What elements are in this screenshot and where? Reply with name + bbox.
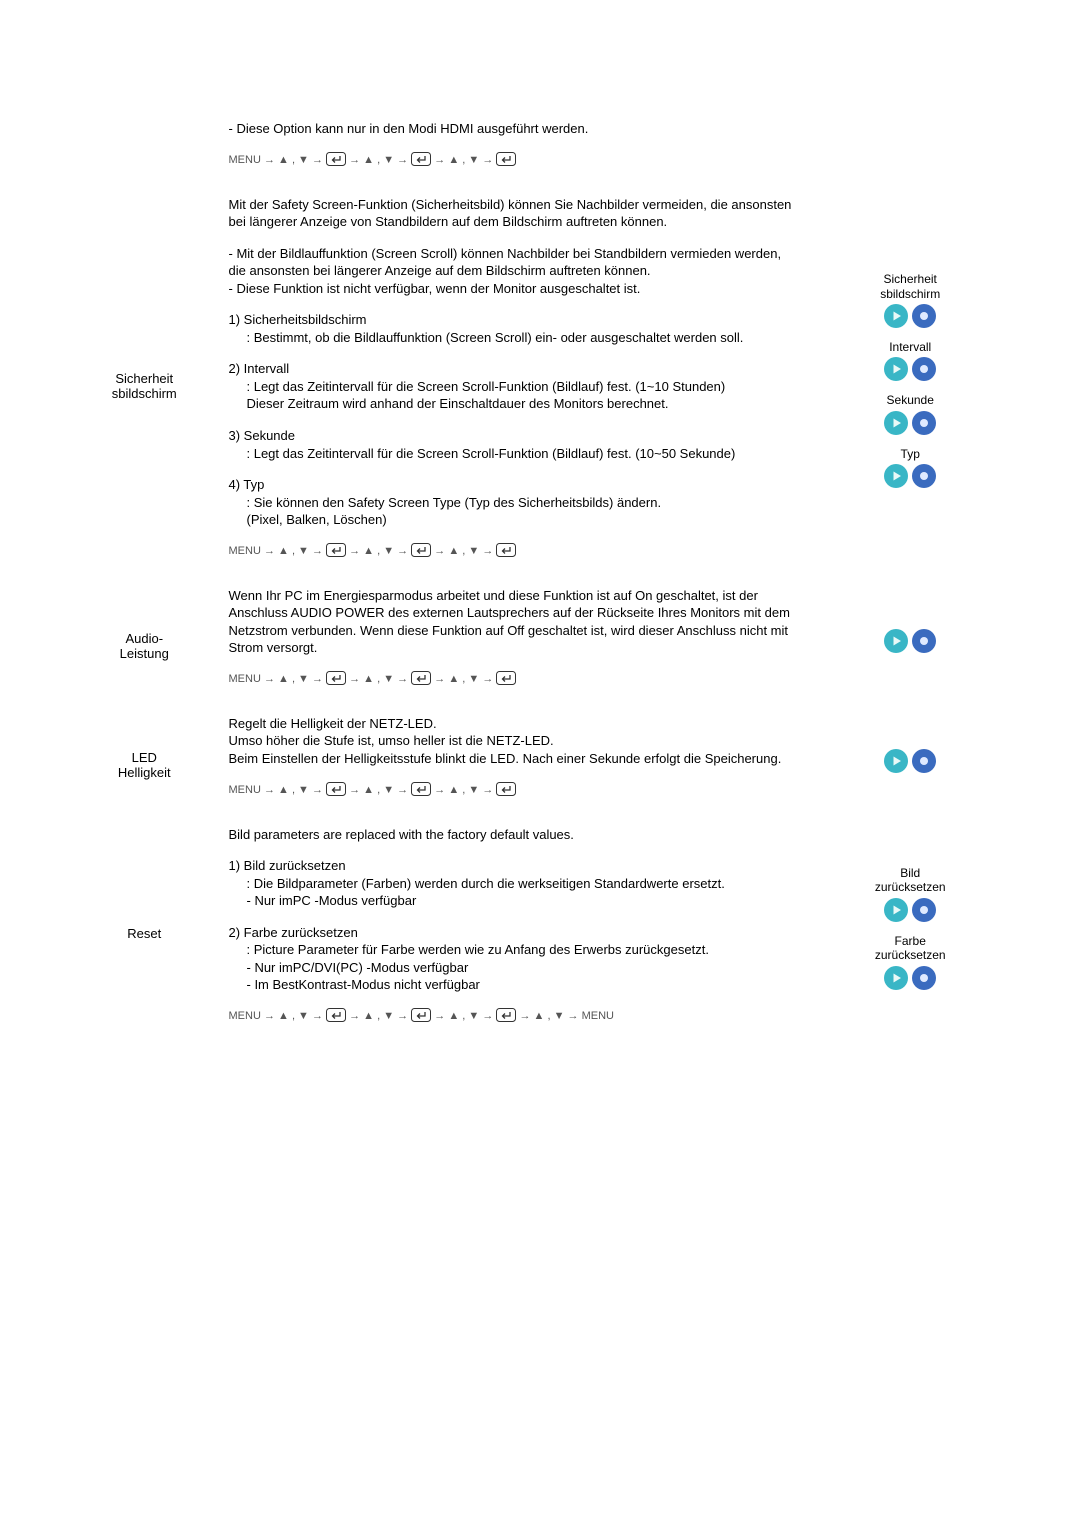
enter-icon	[326, 152, 346, 166]
adjust-icon	[911, 965, 937, 991]
item-body: : Die Bildparameter (Farben) werden durc…	[247, 875, 801, 910]
play-icon	[883, 897, 909, 923]
enter-icon	[326, 1008, 346, 1022]
section-label: LEDHelligkeit	[60, 715, 229, 816]
side-label: Bildzurücksetzen	[800, 866, 1020, 895]
paragraph: Mit der Safety Screen-Funktion (Sicherhe…	[229, 196, 801, 231]
side-label: Sicherheitsbildschirm	[800, 272, 1020, 301]
menu-nav-sequence: MENU → ▲ , ▼ → → ▲ , ▼ → → ▲ , ▼ →	[229, 782, 801, 798]
enter-icon	[496, 152, 516, 166]
section-label: Sicherheitsbildschirm	[60, 196, 229, 577]
adjust-icon	[911, 628, 937, 654]
icon-pair	[800, 356, 1020, 385]
item-title: 1) Sicherheitsbildschirm	[229, 311, 801, 329]
icon-pair	[800, 303, 1020, 332]
item-title: 4) Typ	[229, 476, 801, 494]
enter-icon	[411, 543, 431, 557]
section-row: ResetBild parameters are replaced with t…	[60, 826, 1020, 1042]
enter-icon	[326, 543, 346, 557]
section-row: - Diese Option kann nur in den Modi HDMI…	[60, 120, 1020, 186]
adjust-icon	[911, 356, 937, 382]
enter-icon	[496, 1008, 516, 1022]
menu-nav-sequence: MENU → ▲ , ▼ → → ▲ , ▼ → → ▲ , ▼ →	[229, 152, 801, 168]
section-content: - Diese Option kann nur in den Modi HDMI…	[229, 120, 801, 186]
item-body: : Bestimmt, ob die Bildlauffunktion (Scr…	[247, 329, 801, 347]
side-label: Farbezurücksetzen	[800, 934, 1020, 963]
section-row: SicherheitsbildschirmMit der Safety Scre…	[60, 196, 1020, 577]
paragraph: - Mit der Bildlauffunktion (Screen Scrol…	[229, 245, 801, 298]
play-icon	[883, 303, 909, 329]
item-title: 2) Farbe zurücksetzen	[229, 924, 801, 942]
side-label: Typ	[800, 447, 1020, 461]
numbered-item: 1) Sicherheitsbildschirm: Bestimmt, ob d…	[229, 311, 801, 346]
item-body: : Legt das Zeitintervall für die Screen …	[247, 378, 801, 413]
icon-pair	[800, 463, 1020, 492]
adjust-icon	[911, 748, 937, 774]
section-side	[800, 715, 1020, 816]
adjust-icon	[911, 410, 937, 436]
section-content: Bild parameters are replaced with the fa…	[229, 826, 801, 1042]
section-content: Regelt die Helligkeit der NETZ-LED.Umso …	[229, 715, 801, 816]
numbered-item: 2) Farbe zurücksetzen: Picture Parameter…	[229, 924, 801, 994]
enter-icon	[411, 671, 431, 685]
icon-pair	[800, 965, 1020, 994]
enter-icon	[411, 1008, 431, 1022]
item-title: 2) Intervall	[229, 360, 801, 378]
section-side	[800, 587, 1020, 705]
numbered-item: 4) Typ: Sie können den Safety Screen Typ…	[229, 476, 801, 529]
play-icon	[883, 410, 909, 436]
item-title: 3) Sekunde	[229, 427, 801, 445]
enter-icon	[326, 671, 346, 685]
menu-nav-sequence: MENU → ▲ , ▼ → → ▲ , ▼ → → ▲ , ▼ →	[229, 671, 801, 687]
section-label	[60, 120, 229, 186]
item-body: : Sie können den Safety Screen Type (Typ…	[247, 494, 801, 529]
section-side: Sicherheitsbildschirm Intervall Sekunde Typ	[800, 196, 1020, 577]
numbered-item: 2) Intervall: Legt das Zeitintervall für…	[229, 360, 801, 413]
adjust-icon	[911, 897, 937, 923]
item-body: : Picture Parameter für Farbe werden wie…	[247, 941, 801, 994]
enter-icon	[326, 782, 346, 796]
paragraph: Regelt die Helligkeit der NETZ-LED.Umso …	[229, 715, 801, 768]
menu-nav-sequence: MENU → ▲ , ▼ → → ▲ , ▼ → → ▲ , ▼ → → ▲ ,…	[229, 1008, 801, 1024]
section-row: LEDHelligkeitRegelt die Helligkeit der N…	[60, 715, 1020, 816]
section-content: Wenn Ihr PC im Energiesparmodus arbeitet…	[229, 587, 801, 705]
enter-icon	[496, 543, 516, 557]
enter-icon	[496, 671, 516, 685]
icon-pair	[800, 897, 1020, 926]
adjust-icon	[911, 463, 937, 489]
play-icon	[883, 628, 909, 654]
icon-pair	[800, 410, 1020, 439]
side-label: Intervall	[800, 340, 1020, 354]
section-row: Audio-LeistungWenn Ihr PC im Energiespar…	[60, 587, 1020, 705]
numbered-item: 1) Bild zurücksetzen: Die Bildparameter …	[229, 857, 801, 910]
enter-icon	[411, 782, 431, 796]
section-label: Audio-Leistung	[60, 587, 229, 705]
item-title: 1) Bild zurücksetzen	[229, 857, 801, 875]
icon-pair	[800, 628, 1020, 657]
section-side	[800, 120, 1020, 186]
play-icon	[883, 965, 909, 991]
section-content: Mit der Safety Screen-Funktion (Sicherhe…	[229, 196, 801, 577]
enter-icon	[411, 152, 431, 166]
play-icon	[883, 356, 909, 382]
item-body: : Legt das Zeitintervall für die Screen …	[247, 445, 801, 463]
play-icon	[883, 748, 909, 774]
side-label: Sekunde	[800, 393, 1020, 407]
section-label: Reset	[60, 826, 229, 1042]
paragraph: - Diese Option kann nur in den Modi HDMI…	[229, 120, 801, 138]
section-side: Bildzurücksetzen Farbezurücksetzen	[800, 826, 1020, 1042]
menu-nav-sequence: MENU → ▲ , ▼ → → ▲ , ▼ → → ▲ , ▼ →	[229, 543, 801, 559]
numbered-item: 3) Sekunde: Legt das Zeitintervall für d…	[229, 427, 801, 462]
play-icon	[883, 463, 909, 489]
paragraph: Bild parameters are replaced with the fa…	[229, 826, 801, 844]
enter-icon	[496, 782, 516, 796]
paragraph: Wenn Ihr PC im Energiesparmodus arbeitet…	[229, 587, 801, 657]
adjust-icon	[911, 303, 937, 329]
icon-pair	[800, 748, 1020, 777]
